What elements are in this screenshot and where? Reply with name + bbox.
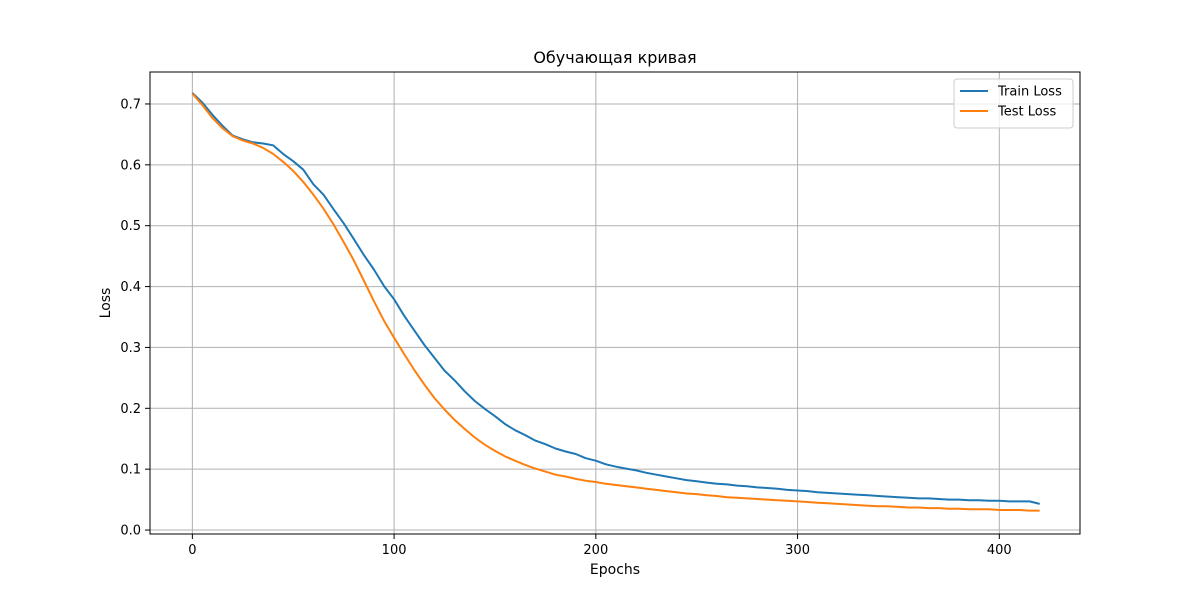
x-axis-label: Epochs: [590, 562, 640, 578]
y-tick-label: 0.1: [120, 463, 141, 478]
y-tick-label: 0.7: [120, 97, 141, 112]
y-tick-label: 0.4: [120, 280, 141, 295]
series-line-test-loss: [191, 92, 1040, 512]
chart-title: Обучающая кривая: [533, 48, 696, 67]
y-tick-label: 0.6: [120, 158, 141, 173]
x-tick-label: 200: [583, 543, 608, 558]
plot-series: [191, 92, 1040, 512]
x-tick-label: 400: [987, 543, 1012, 558]
y-tick-label: 0.5: [120, 219, 141, 234]
legend: Train Loss Test Loss: [953, 78, 1074, 129]
x-tick-label: 0: [188, 543, 196, 558]
ticks: 0 100 200 300 400 0.0 0.1 0.2 0.3 0.4 0.5 0.6 0.7: [120, 97, 1011, 558]
legend-label-train-loss: Train Loss: [997, 85, 1062, 100]
x-tick-label: 100: [382, 543, 407, 558]
axes-frame: [149, 71, 1081, 535]
y-tick-label: 0.0: [120, 524, 141, 539]
series-line-train-loss: [191, 92, 1040, 505]
legend-label-test-loss: Test Loss: [997, 105, 1056, 120]
y-axis-label: Loss: [98, 288, 114, 319]
y-tick-label: 0.2: [120, 402, 141, 417]
grid: [150, 72, 1080, 534]
x-tick-label: 300: [785, 543, 810, 558]
y-tick-label: 0.3: [120, 341, 141, 356]
